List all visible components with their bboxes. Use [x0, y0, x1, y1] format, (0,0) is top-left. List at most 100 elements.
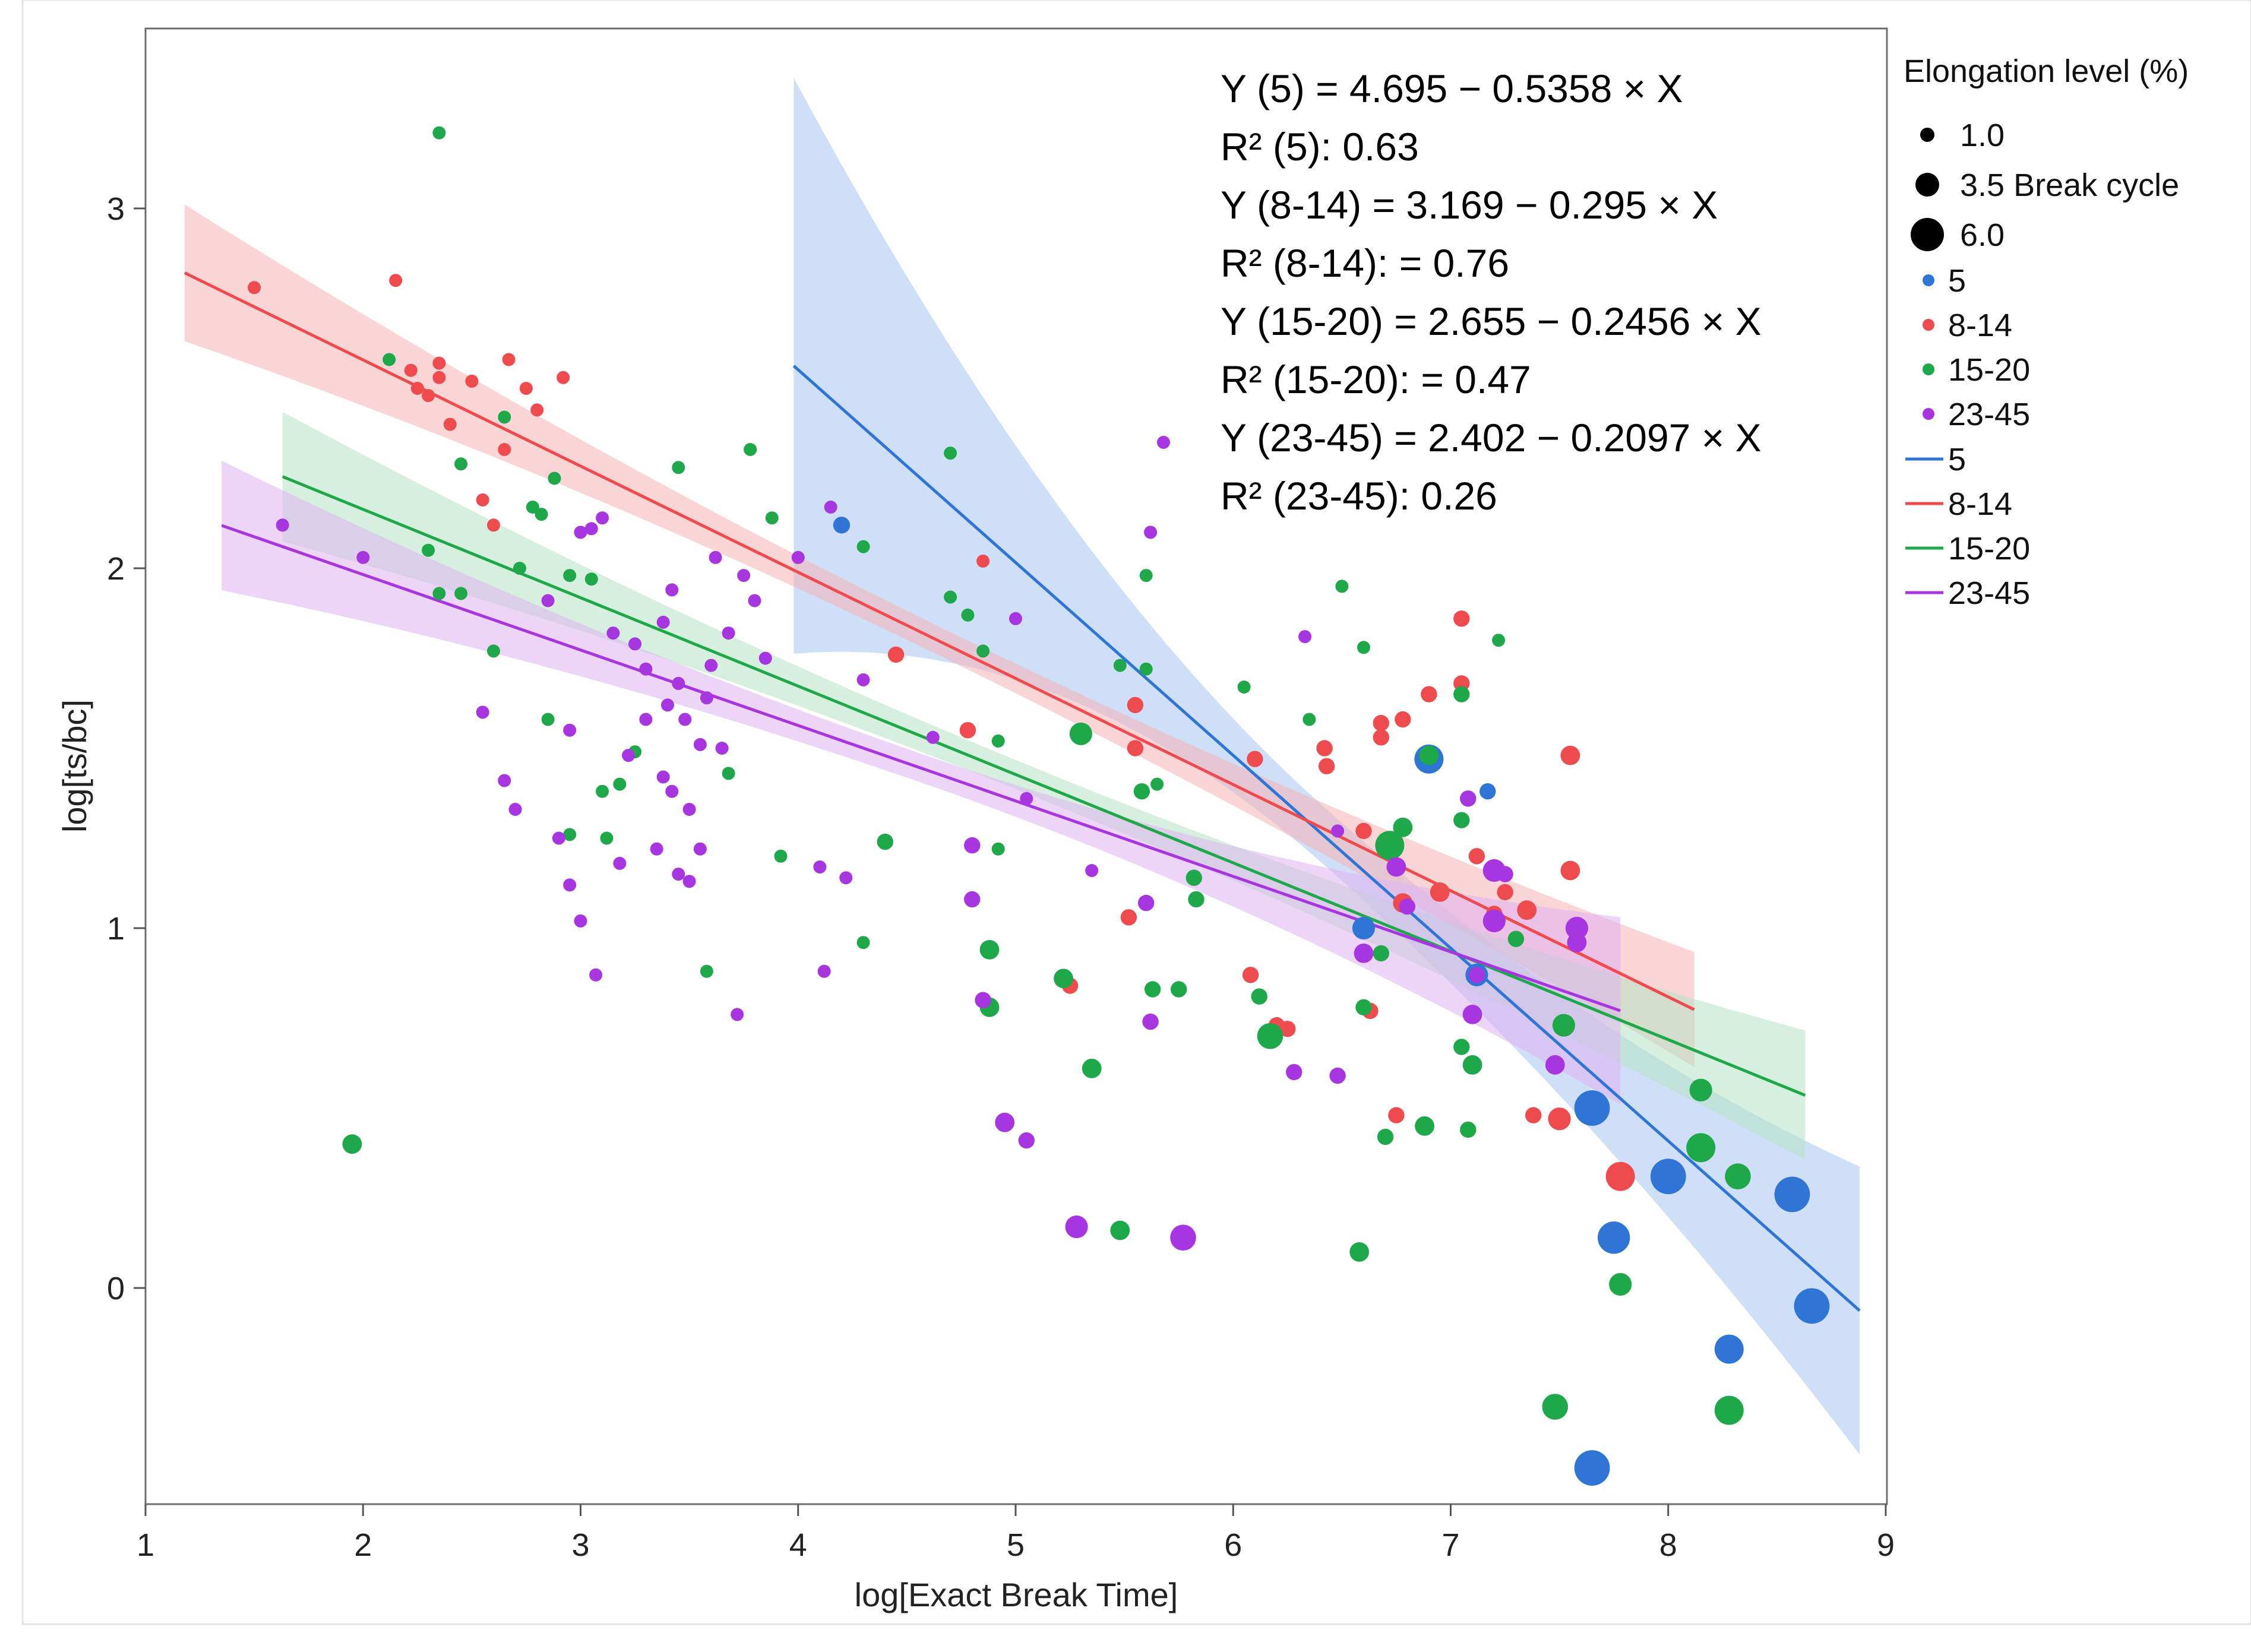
point-8-14	[1605, 1162, 1635, 1191]
point-15-20	[1082, 1058, 1102, 1078]
point-15-20	[432, 126, 446, 140]
point-15-20	[584, 572, 598, 586]
point-5	[1574, 1090, 1610, 1126]
point-8-14	[432, 371, 446, 384]
point-15-20	[1133, 783, 1150, 800]
point-8-14	[1517, 900, 1537, 920]
point-23-45	[1399, 898, 1415, 915]
point-15-20	[526, 501, 539, 514]
point-8-14	[1453, 610, 1470, 627]
point-23-45	[1065, 1215, 1088, 1239]
fit-lines	[184, 271, 1861, 1312]
point-15-20	[744, 443, 757, 456]
point-15-20	[877, 833, 894, 850]
point-15-20	[1357, 641, 1370, 654]
ci-band-23-45	[222, 460, 1621, 1105]
legend-marker-label: 5	[1948, 263, 1966, 299]
point-8-14	[502, 353, 516, 366]
legend-line-label: 8-14	[1948, 486, 2012, 522]
point-15-20	[1393, 817, 1413, 837]
point-8-14	[1319, 758, 1335, 775]
point-15-20	[1110, 1220, 1130, 1240]
legend-size-marker	[1915, 173, 1939, 197]
point-23-45	[1565, 916, 1588, 940]
point-15-20	[1689, 1078, 1712, 1102]
point-8-14	[1525, 1107, 1542, 1124]
y-tick-label: 1	[107, 911, 125, 947]
point-23-45	[563, 878, 577, 892]
point-15-20	[722, 767, 735, 780]
point-15-20	[672, 461, 685, 474]
point-15-20	[1725, 1163, 1751, 1189]
point-15-20	[991, 734, 1005, 748]
x-tick-label: 1	[137, 1527, 154, 1563]
point-8-14	[476, 493, 489, 507]
y-tick-label: 3	[107, 191, 125, 227]
point-8-14	[1468, 848, 1485, 865]
point-15-20	[1492, 634, 1506, 647]
point-23-45	[665, 784, 679, 798]
point-15-20	[1335, 580, 1349, 593]
point-15-20	[700, 964, 713, 978]
equation-line: R² (5): 0.63	[1221, 125, 1419, 169]
point-8-14	[389, 274, 403, 287]
point-15-20	[1150, 777, 1164, 791]
legend-marker-8-14	[1923, 319, 1934, 331]
point-15-20	[856, 540, 870, 553]
point-15-20	[1069, 722, 1092, 745]
equation-line: Y (5) = 4.695 − 0.5358 × X	[1221, 67, 1683, 110]
point-5	[1479, 783, 1496, 800]
point-15-20	[1054, 969, 1073, 989]
point-15-20	[1113, 659, 1127, 672]
point-23-45	[1354, 944, 1374, 963]
legend-marker-23-45	[1923, 408, 1934, 420]
point-23-45	[1329, 1067, 1346, 1084]
point-23-45	[964, 837, 981, 854]
point-8-14	[498, 443, 511, 456]
fit-line-5	[792, 365, 1861, 1312]
point-23-45	[1567, 932, 1587, 952]
point-23-45	[1386, 857, 1406, 877]
point-23-45	[1468, 967, 1485, 983]
point-15-20	[541, 713, 555, 726]
point-23-45	[737, 569, 751, 583]
point-15-20	[548, 471, 561, 485]
point-23-45	[356, 550, 370, 564]
point-23-45	[606, 626, 620, 640]
point-23-45	[498, 774, 511, 787]
point-23-45	[693, 842, 707, 856]
point-23-45	[1020, 792, 1033, 805]
point-8-14	[422, 389, 435, 403]
point-15-20	[1552, 1014, 1575, 1037]
point-23-45	[682, 875, 696, 888]
point-23-45	[682, 803, 696, 816]
point-23-45	[813, 860, 827, 874]
point-15-20	[1237, 681, 1251, 694]
x-tick-label: 7	[1441, 1527, 1459, 1563]
point-23-45	[552, 831, 565, 845]
point-8-14	[1430, 882, 1450, 902]
point-15-20	[1507, 931, 1525, 947]
point-23-45	[541, 594, 555, 607]
point-23-45	[650, 842, 663, 856]
point-15-20	[1714, 1395, 1744, 1425]
point-15-20	[487, 644, 500, 658]
point-15-20	[1139, 569, 1153, 583]
point-23-45	[715, 742, 729, 755]
point-23-45	[1460, 790, 1477, 807]
legend-marker-5	[1923, 274, 1934, 286]
point-23-45	[1331, 824, 1345, 838]
point-15-20	[979, 940, 1000, 960]
point-15-20	[1355, 999, 1372, 1016]
point-23-45	[628, 637, 642, 651]
point-8-14	[1421, 686, 1437, 702]
point-23-45	[1144, 526, 1158, 539]
ci-band-8-14	[184, 204, 1694, 1068]
point-23-45	[665, 583, 679, 597]
point-23-45	[1170, 1224, 1196, 1251]
point-5	[1774, 1176, 1810, 1213]
point-8-14	[404, 363, 418, 377]
x-tick-label: 9	[1877, 1527, 1895, 1563]
point-5	[1574, 1450, 1610, 1486]
